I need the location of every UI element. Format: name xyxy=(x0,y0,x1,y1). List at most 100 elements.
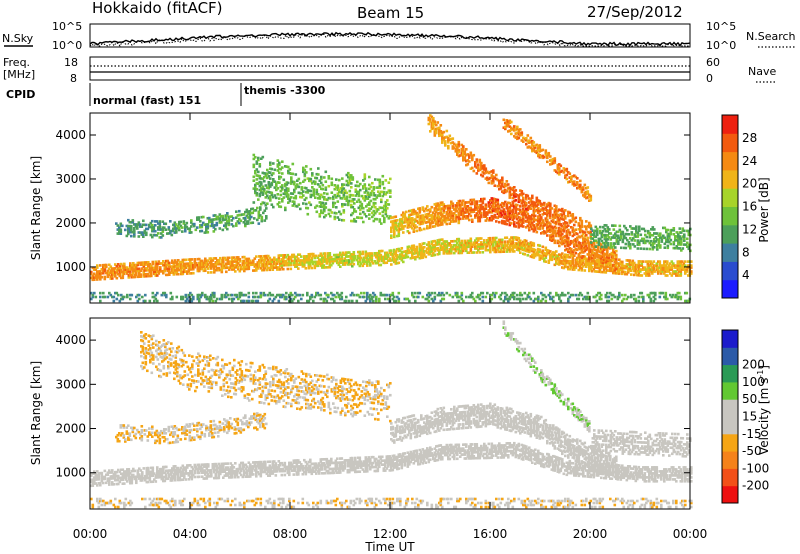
power-cell xyxy=(677,235,680,238)
power-cell xyxy=(481,167,485,170)
power-cell xyxy=(406,251,410,255)
power-cell xyxy=(456,145,459,149)
power-cell xyxy=(207,259,210,262)
power-cell xyxy=(612,271,615,275)
power-cell xyxy=(91,278,95,282)
power-cell xyxy=(265,264,269,268)
power-cell xyxy=(662,234,665,238)
power-cell xyxy=(451,216,455,219)
power-cell xyxy=(538,213,542,217)
power-cell xyxy=(227,219,231,223)
power-cell xyxy=(123,295,126,299)
power-cell xyxy=(546,226,549,229)
power-cell xyxy=(261,264,264,268)
power-cell xyxy=(105,263,108,267)
power-cell xyxy=(529,197,533,201)
power-cell xyxy=(679,268,683,271)
power-cell xyxy=(525,214,528,217)
power-cell xyxy=(276,266,279,269)
power-cell xyxy=(490,209,494,212)
power-cell xyxy=(579,255,582,259)
power-cell xyxy=(310,258,314,262)
power-cell xyxy=(317,167,320,170)
power-cell xyxy=(459,217,462,221)
power-cell xyxy=(240,267,243,271)
power-cell xyxy=(474,163,477,166)
power-cell xyxy=(390,259,393,262)
power-cell xyxy=(381,257,384,261)
power-cell xyxy=(471,251,474,254)
power-cell xyxy=(612,224,616,227)
power-cell xyxy=(399,255,402,258)
power-cell xyxy=(231,297,234,301)
power-cell xyxy=(561,260,564,263)
power-cell xyxy=(186,262,189,265)
power-cell xyxy=(159,268,162,271)
power-cell xyxy=(322,258,326,261)
power-cell xyxy=(247,261,251,265)
power-cell xyxy=(567,253,570,257)
power-cell xyxy=(255,269,258,272)
power-cell xyxy=(597,249,600,253)
power-cell xyxy=(525,197,528,201)
power-cell xyxy=(427,249,431,252)
power-cell xyxy=(147,261,150,264)
power-cell xyxy=(556,231,560,235)
power-cell xyxy=(666,260,669,263)
power-cell xyxy=(678,243,682,246)
power-cell xyxy=(550,252,554,256)
power-cell xyxy=(451,212,455,215)
power-cell xyxy=(638,241,641,244)
power-cell xyxy=(352,251,356,254)
power-cell xyxy=(357,250,360,254)
power-cell xyxy=(139,261,143,265)
power-cell xyxy=(493,184,497,187)
power-cell xyxy=(405,220,408,224)
power-cell xyxy=(447,250,450,253)
power-cell xyxy=(507,122,510,125)
power-cell xyxy=(499,179,503,182)
power-cell xyxy=(558,169,561,172)
power-cell xyxy=(235,256,239,259)
power-cell xyxy=(399,222,402,225)
power-cell xyxy=(630,239,634,242)
power-cell xyxy=(363,262,366,265)
power-cell xyxy=(102,295,105,299)
power-cell xyxy=(583,241,587,245)
power-cell xyxy=(630,273,633,276)
power-cell xyxy=(136,223,139,226)
power-cell xyxy=(144,267,147,270)
power-cell xyxy=(369,264,372,267)
power-cell xyxy=(580,229,584,233)
power-cell xyxy=(96,272,99,275)
power-cell xyxy=(174,261,177,264)
power-cell xyxy=(119,224,123,228)
power-cell xyxy=(312,190,316,193)
power-cell xyxy=(535,204,539,208)
power-cell xyxy=(280,264,284,267)
power-cell xyxy=(513,216,516,220)
power-cell xyxy=(301,259,305,262)
power-cell xyxy=(489,248,492,252)
power-cell xyxy=(585,190,588,194)
power-cell xyxy=(412,246,416,249)
power-cell xyxy=(281,200,284,203)
power-cell xyxy=(687,245,691,249)
power-cell xyxy=(430,246,434,249)
power-cell xyxy=(555,262,558,265)
power-cell xyxy=(136,299,140,303)
power-cell xyxy=(492,209,495,212)
power-cell xyxy=(153,299,156,303)
power-cell xyxy=(547,201,551,205)
power-cell xyxy=(510,244,513,247)
power-cell xyxy=(630,269,633,272)
power-cell xyxy=(487,240,491,244)
power-cell xyxy=(513,214,516,218)
power-cell xyxy=(487,211,491,214)
power-cell xyxy=(223,224,226,227)
power-cell xyxy=(594,252,597,255)
power-cell xyxy=(531,227,534,231)
power-cell xyxy=(261,171,265,175)
power-cell xyxy=(303,263,306,266)
power-cell xyxy=(457,144,461,148)
